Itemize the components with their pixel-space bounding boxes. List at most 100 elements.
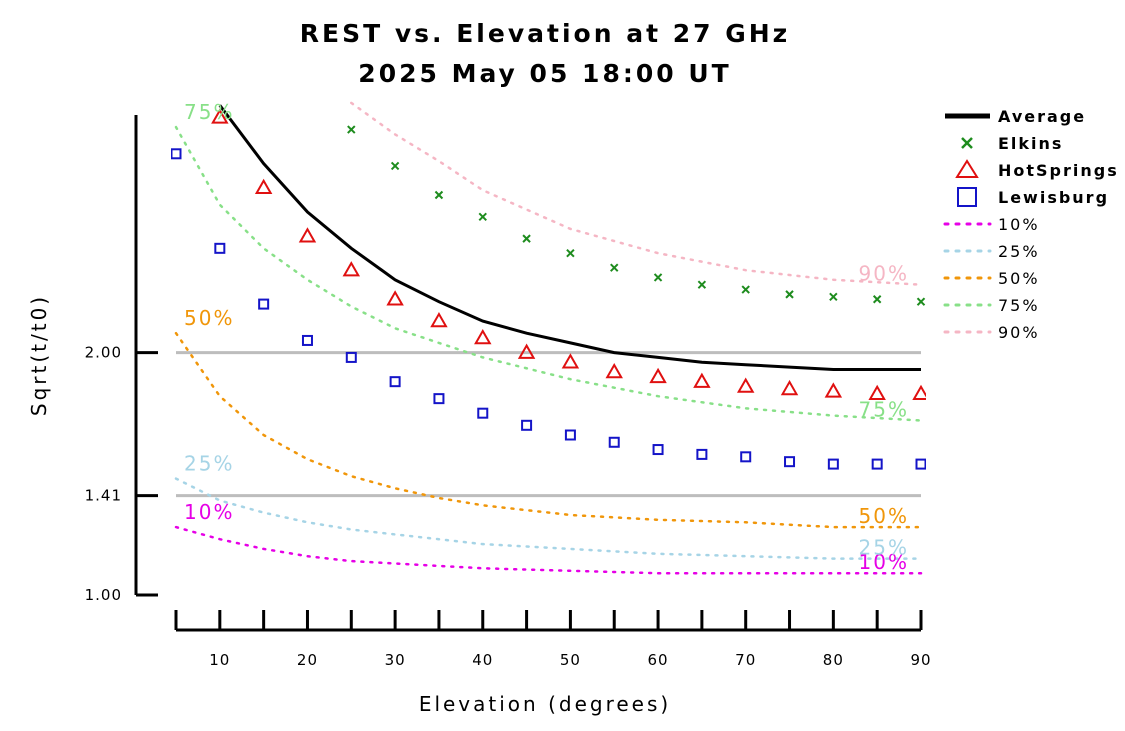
point-lewisburg [171, 148, 182, 160]
y-axis-label: Sqrt(t/t0) [27, 294, 51, 416]
x-tick-label-6: 70 [735, 651, 756, 669]
point-lewisburg [608, 436, 620, 448]
point-hotsprings [254, 178, 273, 194]
series-hotsprings [211, 108, 926, 401]
point-hotsprings [561, 353, 580, 369]
x-tick-label-2: 30 [385, 651, 406, 669]
point-hotsprings [868, 384, 886, 401]
point-lewisburg [915, 458, 926, 470]
point-elkins [522, 234, 531, 243]
legend-label-90pct: 90% [998, 323, 1040, 342]
series-90pct-line [350, 101, 923, 286]
series-elkins [347, 125, 926, 306]
point-elkins [829, 292, 838, 302]
legend-x-b [961, 137, 973, 149]
point-lewisburg [827, 458, 839, 470]
series-lewisburg [171, 148, 926, 470]
point-elkins-b [390, 161, 400, 171]
point-elkins [390, 161, 400, 171]
legend-label-25pct: 25% [998, 242, 1040, 261]
point-lewisburg [389, 376, 401, 388]
point-hotsprings [386, 290, 404, 306]
legend-label-10pct: 10% [998, 215, 1040, 234]
point-elkins [434, 190, 444, 200]
point-hotsprings [342, 261, 361, 277]
x-tick-label-7: 80 [823, 651, 844, 669]
curve-label-75pct-left: 75% [184, 100, 234, 124]
point-hotsprings [649, 367, 667, 384]
legend-label-lewisburg: Lewisburg [998, 188, 1109, 207]
point-elkins-b [829, 292, 838, 302]
point-elkins [785, 290, 794, 299]
point-lewisburg [652, 444, 664, 456]
point-elkins-b [653, 273, 663, 282]
y-tick-label-0: 1.00 [85, 586, 122, 604]
legend-label-hotsprings: HotSprings [998, 161, 1119, 180]
point-hotsprings [298, 227, 317, 243]
point-hotsprings [211, 108, 229, 124]
x-axis-label: Elevation (degrees) [419, 692, 671, 716]
point-lewisburg [521, 419, 533, 431]
point-hotsprings [912, 384, 926, 401]
point-elkins-b [697, 280, 707, 289]
series-75pct-line [174, 125, 923, 422]
point-elkins-b [741, 285, 750, 294]
curve-label-10pct-right: 10% [859, 550, 909, 574]
legend-swatch-hotsprings [955, 159, 979, 178]
curve-label-10pct-left: 10% [184, 500, 234, 524]
x-tick-label-8: 90 [910, 651, 931, 669]
chart-subtitle: 2025 May 05 18:00 UT [358, 59, 731, 88]
series-25pct-line [174, 477, 923, 560]
y-tick-label-2: 2.00 [85, 344, 122, 362]
curve-label-90pct-right: 90% [859, 262, 909, 286]
point-elkins [697, 280, 707, 289]
point-elkins [872, 295, 882, 304]
point-hotsprings [517, 343, 536, 359]
series-average-line [218, 104, 921, 371]
x-tick-label-0: 10 [209, 651, 230, 669]
point-lewisburg [301, 334, 313, 346]
plot-area [171, 101, 926, 575]
point-hotsprings [824, 382, 843, 398]
point-elkins-b [566, 248, 575, 258]
curve-label-75pct-right: 75% [859, 397, 909, 421]
x-tick-label-3: 40 [472, 651, 493, 669]
point-hotsprings [605, 362, 623, 379]
point-lewisburg [345, 351, 357, 363]
point-elkins-b [916, 297, 926, 306]
point-elkins-b [347, 125, 356, 134]
point-elkins-b [872, 295, 882, 304]
legend: Average Elkins HotSprings Lewisburg 10% 25% 50… [943, 107, 1119, 342]
point-lewisburg [564, 429, 576, 441]
point-lewisburg [740, 451, 752, 463]
legend-label-average: Average [998, 107, 1086, 126]
chart-title: REST vs. Elevation at 27 GHz [300, 19, 790, 48]
point-hotsprings [430, 312, 448, 328]
point-elkins-b [610, 263, 619, 272]
x-tick-label-5: 60 [648, 651, 669, 669]
point-elkins-b [478, 212, 487, 222]
point-lewisburg [784, 456, 796, 468]
legend-swatch-elkins [961, 137, 973, 149]
x-tick-label-4: 50 [560, 651, 581, 669]
point-elkins [610, 263, 619, 272]
legend-swatch-lewisburg [957, 187, 977, 207]
point-elkins-b [434, 190, 444, 200]
point-elkins-b [522, 234, 531, 243]
point-hotsprings [736, 377, 755, 393]
point-hotsprings [693, 372, 711, 388]
point-elkins [478, 212, 487, 222]
point-elkins [566, 248, 575, 258]
point-elkins [741, 285, 750, 294]
curve-label-50pct-left: 50% [184, 306, 234, 330]
legend-label-75pct: 75% [998, 296, 1040, 315]
legend-label-elkins: Elkins [998, 134, 1063, 153]
curve-label-50pct-right: 50% [859, 504, 909, 528]
point-hotsprings [474, 329, 492, 345]
point-hotsprings [780, 379, 799, 396]
y-tick-label-1: 1.41 [85, 487, 122, 505]
legend-label-50pct: 50% [998, 269, 1040, 288]
curve-label-25pct-left: 25% [184, 452, 234, 476]
point-lewisburg [696, 448, 708, 460]
